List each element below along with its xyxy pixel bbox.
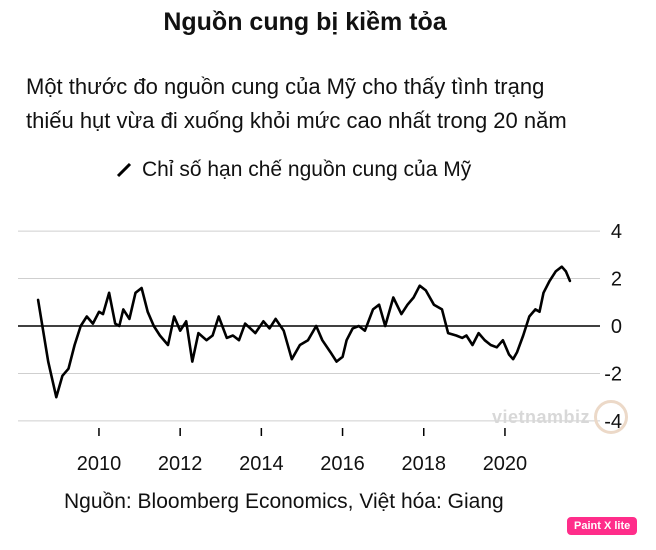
series-line-supply-constraint-index <box>36 265 572 399</box>
subtitle-line-1: Một thước đo nguồn cung của Mỹ cho thấy … <box>26 74 545 99</box>
x-tick-label-2: 2014 <box>239 453 284 475</box>
source-note: Nguồn: Bloomberg Economics, Việt hóa: Gi… <box>64 490 504 513</box>
legend: Chỉ số hạn chế nguồn cung của Mỹ <box>116 158 471 182</box>
subtitle-line-2: thiếu hụt vừa đi xuống khỏi mức cao nhất… <box>26 108 567 133</box>
y-tick-label-1: 2 <box>611 269 622 291</box>
y-tick-label-3: -2 <box>604 363 622 385</box>
legend-label: Chỉ số hạn chế nguồn cung của Mỹ <box>142 158 472 181</box>
paint-x-lite-badge: Paint X lite <box>567 517 638 535</box>
y-tick-label-2: 0 <box>611 316 622 338</box>
x-tick-label-1: 2012 <box>158 453 203 475</box>
legend-line-swatch-icon <box>116 162 132 178</box>
y-tick-label-0: 4 <box>611 221 622 243</box>
chart-subtitle: Một thước đo nguồn cung của Mỹ cho thấy … <box>26 70 646 138</box>
chart-title: Nguồn cung bị kiềm tỏa <box>163 8 447 36</box>
watermark: vietnambiz <box>492 400 629 434</box>
watermark-emblem-icon <box>594 400 629 434</box>
watermark-logo-text: vietnambiz <box>492 406 591 427</box>
x-tick-label-4: 2018 <box>402 453 447 475</box>
x-tick-label-3: 2016 <box>320 453 365 475</box>
x-tick-label-0: 2010 <box>77 453 122 475</box>
x-tick-label-5: 2020 <box>483 453 528 475</box>
